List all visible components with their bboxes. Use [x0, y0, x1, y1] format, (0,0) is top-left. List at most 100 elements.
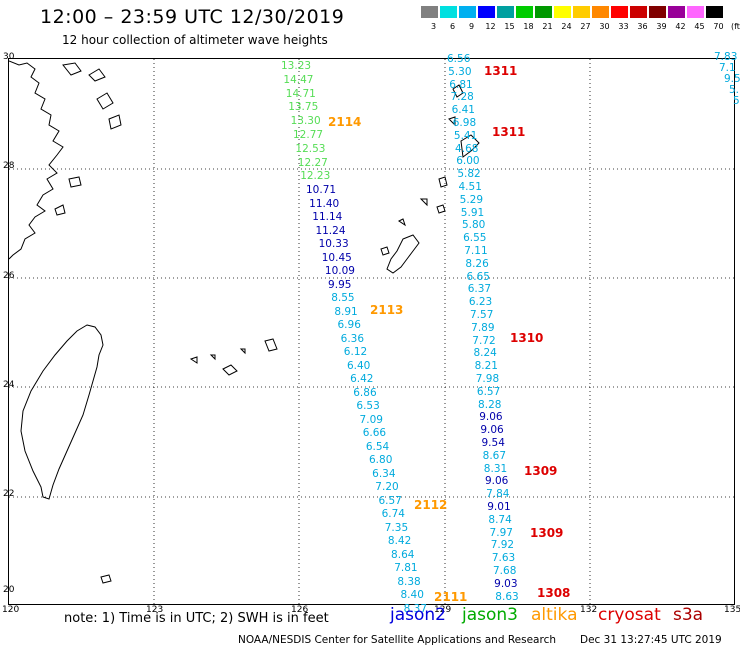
wave-height-value: 9.5: [724, 73, 740, 85]
legend-swatch: [535, 6, 552, 18]
wave-height-value: 7.97: [489, 526, 513, 539]
wave-height-value: 6.65: [466, 270, 490, 283]
legend-label: 70: [713, 22, 724, 31]
wave-height-value: 7.89: [471, 321, 495, 334]
legend-swatch: [497, 6, 514, 18]
wave-height-value: 11.40: [309, 197, 340, 210]
wave-height-value: 6.86: [353, 386, 377, 399]
pass-number: 1311: [484, 64, 518, 78]
wave-height-value: 8.24: [473, 347, 497, 360]
satellite-label-altika: altika: [531, 605, 578, 625]
wave-height-value: 6.74: [381, 508, 405, 520]
wave-height-value: 8.63: [495, 590, 519, 603]
map-panel: [8, 58, 736, 606]
wave-height-value: 8.42: [387, 535, 412, 547]
legend-label: 12: [485, 22, 496, 31]
wave-height-value: 8.55: [331, 292, 355, 304]
wave-height-value: 8.28: [478, 398, 502, 411]
wave-height-value: 8.67: [482, 449, 507, 462]
wave-height-value: 7.35: [384, 521, 409, 534]
wave-height-value: 6.34: [372, 467, 396, 480]
wave-height-value: 6.12: [343, 346, 368, 358]
wave-height-value: 9.06: [484, 475, 509, 488]
legend-swatch: [630, 6, 647, 18]
wave-height-value: 6.54: [365, 440, 390, 453]
lat-label: 22: [3, 489, 15, 499]
taiwan-coast: [20, 324, 104, 500]
wave-height-value: 6.41: [451, 104, 475, 117]
lat-label: 26: [3, 271, 15, 281]
wave-height-value: 14.47: [283, 73, 314, 86]
wave-height-value: 5.: [729, 84, 740, 96]
wave-height-value: 6.56: [447, 53, 471, 65]
legend-label: 3: [430, 22, 437, 31]
lon-label: 123: [146, 605, 164, 615]
wave-height-value: 8.64: [391, 548, 415, 561]
wave-height-value: 7.11: [464, 245, 488, 257]
legend-label: 18: [523, 22, 534, 31]
legend-label: 39: [656, 22, 667, 31]
legend-swatch: [573, 6, 590, 18]
legend-label: 42: [675, 22, 686, 31]
wave-height-value: 7.84: [486, 488, 510, 501]
legend-swatch: [687, 6, 704, 18]
wave-height-value: 6.80: [369, 454, 393, 466]
wave-height-value: 6.42: [350, 373, 374, 385]
page-title: 12:00 – 23:59 UTC 12/30/2019: [40, 6, 345, 28]
legend-label: 15: [504, 22, 515, 31]
legend-swatch: [706, 6, 723, 18]
legend-unit: (ft): [730, 22, 740, 31]
lat-lon-grid: [9, 59, 736, 606]
wave-height-value: 5.80: [461, 219, 486, 232]
legend-label: 27: [580, 22, 591, 31]
wave-height-value: 8.38: [397, 575, 421, 588]
pass-number: 2112: [414, 498, 448, 512]
okinawa-coast: [386, 234, 420, 274]
wave-height-value: 8.91: [334, 305, 358, 318]
page-subtitle: 12 hour collection of altimeter wave hei…: [62, 33, 328, 47]
wave-height-value: 6.81: [449, 78, 473, 91]
wave-height-value: 6.40: [346, 359, 371, 372]
satellite-label-jason2: jason2: [390, 605, 446, 625]
wave-height-value: 9.95: [328, 278, 352, 291]
wave-height-value: 5.29: [459, 193, 484, 206]
wave-height-value: 5: [733, 95, 740, 107]
wave-height-value: 7.57: [470, 309, 494, 321]
wave-height-value: 8.31: [483, 462, 508, 475]
legend-swatch: [440, 6, 457, 18]
legend-swatch: [554, 6, 571, 18]
pass-number: 1309: [524, 464, 558, 478]
legend-label: 24: [561, 22, 572, 31]
legend-label: 6: [449, 22, 456, 31]
wave-height-value: 4.68: [455, 142, 479, 155]
wave-height-value: 7.81: [394, 562, 418, 574]
wave-height-value: 6.53: [356, 400, 380, 412]
legend-label: 21: [542, 22, 553, 31]
pass-number: 2111: [434, 590, 468, 604]
wave-height-value: 9.06: [480, 424, 504, 437]
wave-height-value: 4.51: [458, 181, 482, 193]
wave-height-value: 7.1: [719, 62, 736, 74]
wave-height-value: 7.20: [375, 481, 399, 493]
footnote: note: 1) Time is in UTC; 2) SWH is in fe…: [64, 611, 329, 626]
wave-height-value: 6.36: [340, 332, 365, 345]
wave-height-value: 9.03: [494, 577, 518, 590]
china-coast: [9, 60, 64, 260]
pass-number: 2113: [370, 303, 404, 317]
wave-height-value: 7.09: [359, 413, 383, 426]
legend-label: 36: [637, 22, 648, 31]
wave-height-value: 8.74: [488, 513, 512, 526]
wave-height-value: 7.28: [450, 91, 474, 104]
wave-height-value: 6.55: [463, 232, 487, 245]
pass-number: 1310: [510, 331, 544, 345]
wave-height-value: 7.83: [714, 51, 738, 63]
wave-height-value: 7.68: [493, 565, 517, 577]
wave-height-value: 8.37: [403, 602, 428, 615]
satellite-label-s3a: s3a: [673, 605, 704, 625]
legend-swatch: [592, 6, 609, 18]
lat-label: 28: [3, 161, 15, 171]
legend-swatch: [516, 6, 533, 18]
wave-height-value: 10.33: [318, 238, 349, 250]
wave-height-value: 6.96: [337, 319, 361, 331]
wave-height-value: 6.57: [378, 494, 402, 507]
